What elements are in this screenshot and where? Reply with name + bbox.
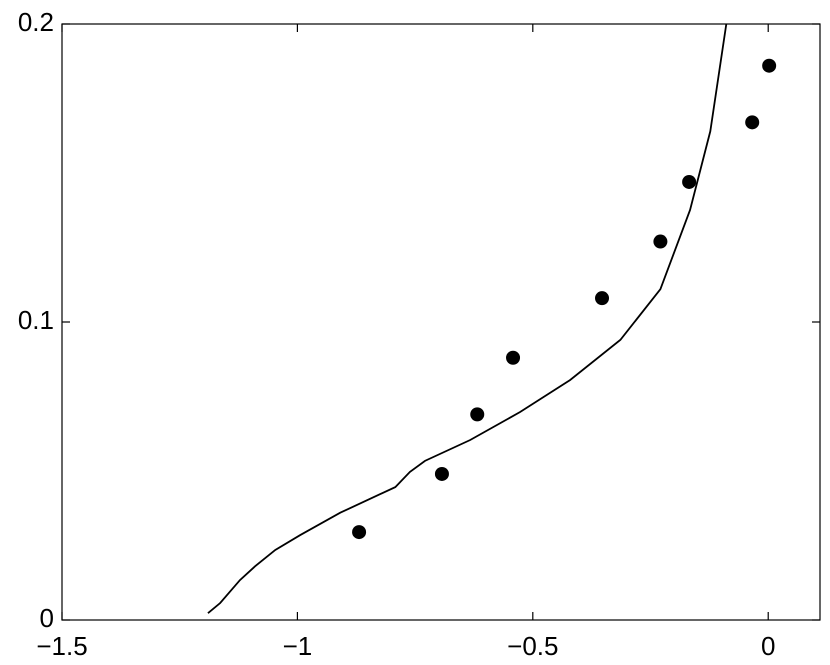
point (682, 174, 697, 189)
point (470, 407, 485, 422)
x-tick-label: −1.5 (36, 631, 87, 661)
point (506, 350, 521, 365)
point (745, 115, 760, 130)
plot-frame (61, 23, 821, 621)
point (434, 466, 449, 481)
x-tick-label: 0 (761, 631, 775, 661)
y-tick-label: 0.1 (18, 305, 54, 335)
curve (207, 23, 728, 614)
x-tick-label: −1 (283, 631, 313, 661)
point (762, 58, 777, 73)
y-tick-label: 0 (40, 603, 54, 633)
point (653, 234, 668, 249)
point (595, 291, 610, 306)
point (352, 525, 367, 540)
x-tick-label: −0.5 (507, 631, 558, 661)
y-tick-label: 0.2 (18, 7, 54, 37)
